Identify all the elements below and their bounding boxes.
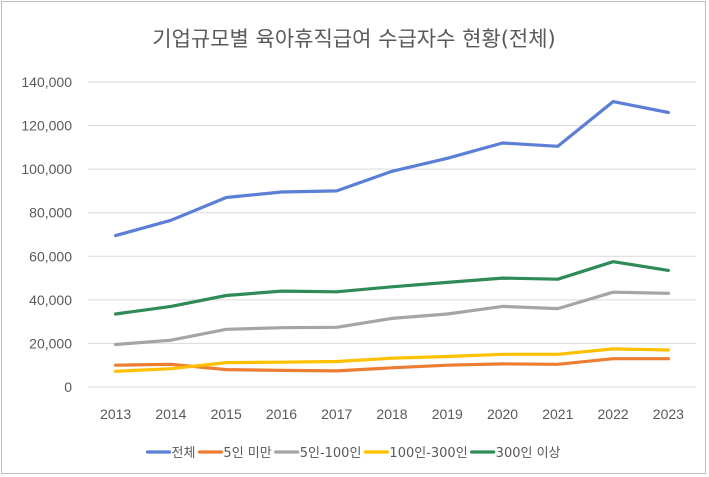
series-lines <box>113 99 671 373</box>
legend-label-1: 5인 미만 <box>223 446 271 461</box>
x-tick-label: 2015 <box>211 406 242 422</box>
data-point <box>556 277 560 281</box>
legend: 전체 5인 미만 5인-100인 100인-300인 300인 이상 <box>145 446 561 461</box>
data-point <box>169 338 173 342</box>
y-axis-ticks: 0 20,000 40,000 60,000 80,000 100,000 120,000 1… <box>21 74 72 395</box>
data-point <box>169 363 173 366</box>
data-point <box>114 234 117 237</box>
data-point <box>501 353 504 356</box>
y-tick-label: 80,000 <box>29 205 72 221</box>
data-point <box>280 326 283 329</box>
data-point <box>611 347 615 351</box>
data-point <box>501 141 504 145</box>
data-point <box>169 367 173 370</box>
data-point <box>224 328 228 331</box>
data-point <box>224 368 228 371</box>
data-point <box>390 170 394 173</box>
data-point <box>446 312 449 316</box>
data-point <box>611 260 615 263</box>
x-tick-label: 2023 <box>653 406 684 422</box>
data-point <box>446 157 449 160</box>
x-tick-label: 2013 <box>100 406 131 422</box>
data-point <box>280 360 283 364</box>
data-point <box>667 269 670 272</box>
legend-label-0: 전체 <box>172 446 196 461</box>
data-point <box>335 360 338 363</box>
y-tick-label: 140,000 <box>21 74 72 90</box>
data-point <box>446 364 449 367</box>
data-point <box>556 353 560 356</box>
data-point <box>667 348 670 352</box>
data-point <box>390 317 394 320</box>
data-point <box>556 363 560 366</box>
data-point <box>667 357 670 360</box>
y-tick-label: 0 <box>64 379 72 395</box>
data-point <box>280 289 283 293</box>
y-tick-label: 60,000 <box>29 248 72 264</box>
data-point <box>114 312 117 316</box>
data-point <box>390 285 394 288</box>
data-point <box>335 326 338 329</box>
y-tick-label: 100,000 <box>21 161 72 177</box>
legend-label-4: 300인 이상 <box>496 446 561 461</box>
x-axis-ticks: 2013 2014 2015 2016 2017 2018 2019 2020 2021 2022… <box>100 406 684 422</box>
chart-title: 기업규모별 육아휴직급여 수급자수 현황(전체) <box>152 27 556 51</box>
y-tick-label: 40,000 <box>29 292 72 308</box>
data-point <box>390 366 394 370</box>
x-tick-label: 2022 <box>598 406 629 422</box>
data-point <box>224 361 228 364</box>
data-point <box>611 291 615 294</box>
data-point <box>114 364 117 367</box>
data-point <box>224 196 228 199</box>
legend-label-3: 100인-300인 <box>389 446 467 461</box>
data-point <box>390 357 394 360</box>
data-point <box>556 145 560 148</box>
data-point <box>280 190 283 194</box>
data-point <box>667 292 670 295</box>
data-point <box>501 276 504 280</box>
x-tick-label: 2018 <box>376 406 407 422</box>
data-point <box>446 281 449 284</box>
data-point <box>114 343 117 346</box>
x-tick-label: 2016 <box>266 406 297 422</box>
x-tick-label: 2014 <box>155 406 186 422</box>
data-point <box>335 290 338 293</box>
data-point <box>556 307 560 310</box>
y-tick-label: 120,000 <box>21 118 72 134</box>
x-tick-label: 2021 <box>542 406 573 422</box>
legend-label-2: 5인-100인 <box>300 446 362 461</box>
data-point <box>169 305 173 308</box>
grid-lines <box>88 81 696 388</box>
y-tick-label: 20,000 <box>29 335 72 351</box>
data-point <box>169 219 173 222</box>
data-point <box>611 357 615 360</box>
series-line-0 <box>113 99 671 238</box>
x-tick-label: 2017 <box>321 406 352 422</box>
data-point <box>335 369 338 373</box>
x-tick-label: 2020 <box>487 406 518 422</box>
data-point <box>611 100 615 103</box>
data-point <box>114 370 117 373</box>
x-tick-label: 2019 <box>432 406 463 422</box>
data-point <box>335 189 338 193</box>
data-point <box>667 111 670 114</box>
data-point <box>501 305 504 308</box>
data-point <box>280 369 283 372</box>
data-point <box>501 362 504 366</box>
data-point <box>224 294 228 297</box>
data-point <box>446 355 449 358</box>
